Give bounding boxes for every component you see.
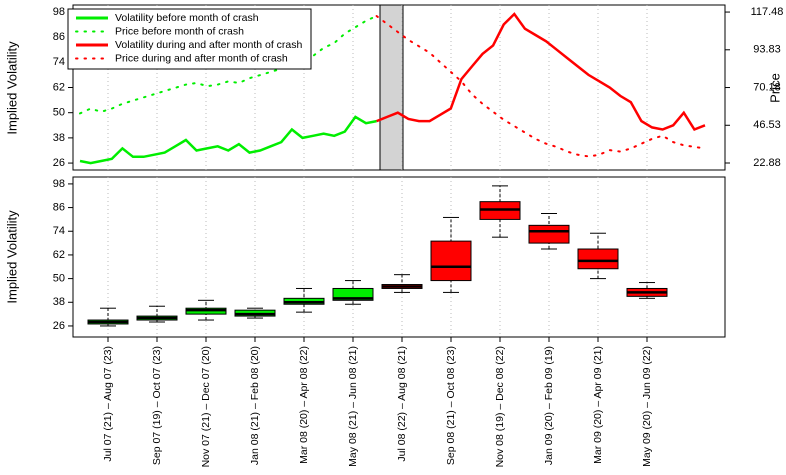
y2-tick-label: 46.53 bbox=[753, 119, 781, 131]
x-tick-label: Sep 07 (19) – Oct 07 (23) bbox=[151, 346, 163, 465]
bottom-frame bbox=[72, 176, 726, 338]
y-axis-label: Implied Volatility bbox=[4, 41, 19, 135]
y-tick-label: 38 bbox=[53, 132, 65, 144]
y-tick-label: 62 bbox=[53, 81, 65, 93]
y-tick-label: 50 bbox=[53, 273, 65, 285]
y-tick-label: 86 bbox=[53, 31, 65, 43]
y-tick-label: 86 bbox=[53, 201, 65, 213]
x-tick-label: Nov 08 (19) – Dec 08 (22) bbox=[494, 346, 506, 467]
x-tick-label: Jul 08 (22) – Aug 08 (21) bbox=[396, 346, 408, 462]
y-tick-label: 98 bbox=[53, 6, 65, 18]
y2-axis-label: Price bbox=[767, 73, 782, 103]
box bbox=[577, 248, 619, 270]
x-tick-label: Mar 08 (20) – Apr 08 (22) bbox=[298, 346, 310, 464]
box bbox=[430, 240, 472, 282]
y-tick-label: 50 bbox=[53, 107, 65, 119]
x-tick-label: May 08 (21) – Jun 08 (21) bbox=[347, 346, 359, 467]
y-tick-label: 74 bbox=[53, 56, 65, 68]
x-tick-label: Jan 08 (21) – Feb 08 (20) bbox=[249, 346, 261, 465]
series-line bbox=[375, 15, 706, 158]
box bbox=[528, 224, 570, 244]
legend-label: Price during and after month of crash bbox=[115, 52, 288, 64]
x-tick-label: May 09 (20) – Jun 09 (22) bbox=[641, 346, 653, 467]
legend-box bbox=[67, 8, 312, 70]
y-tick-label: 62 bbox=[53, 249, 65, 261]
box bbox=[332, 287, 374, 301]
x-tick-label: Nov 07 (21) – Dec 07 (20) bbox=[200, 346, 212, 467]
crash-month-shade bbox=[379, 4, 404, 171]
y2-tick-label: 70.18 bbox=[753, 81, 781, 93]
legend-label: Volatility before month of crash bbox=[115, 12, 259, 24]
y2-tick-label: 22.88 bbox=[753, 157, 781, 169]
y-tick-label: 26 bbox=[53, 320, 65, 332]
legend-label: Volatility during and after month of cra… bbox=[115, 39, 303, 51]
legend-label: Price before month of crash bbox=[115, 25, 244, 37]
y-tick-label: 74 bbox=[53, 225, 65, 237]
x-tick-label: Jul 07 (21) – Aug 07 (23) bbox=[102, 346, 114, 462]
y-tick-label: 38 bbox=[53, 296, 65, 308]
y-axis-label: Implied Volatility bbox=[4, 210, 19, 304]
x-tick-label: Mar 09 (20) – Apr 09 (21) bbox=[592, 346, 604, 464]
series-line bbox=[79, 15, 378, 115]
series-line bbox=[376, 12, 706, 132]
y2-tick-label: 93.83 bbox=[753, 44, 781, 56]
x-tick-label: Sep 08 (21) – Oct 08 (23) bbox=[445, 346, 457, 465]
y-tick-label: 98 bbox=[53, 178, 65, 190]
y2-tick-label: 117.48 bbox=[751, 6, 784, 18]
series-line bbox=[79, 115, 377, 165]
y-tick-label: 26 bbox=[53, 157, 65, 169]
x-tick-label: Jan 09 (20) – Feb 09 (19) bbox=[543, 346, 555, 465]
